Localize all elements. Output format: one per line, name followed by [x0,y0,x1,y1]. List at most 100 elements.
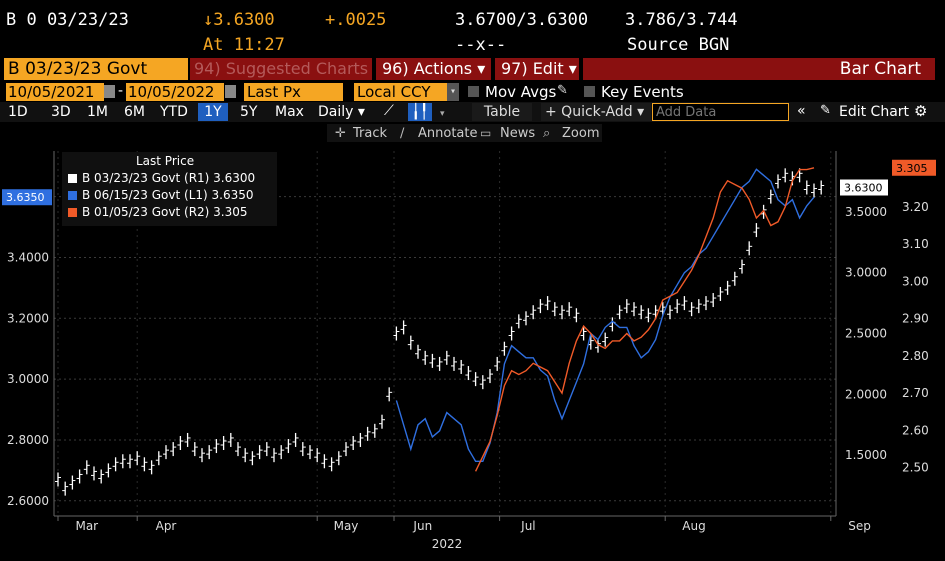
price-bar [465,366,472,381]
price-bar [62,481,69,496]
pencil-icon[interactable]: ✎ [820,103,831,118]
last-value-tag [840,179,888,196]
yield-values: 3.786/3.744 [625,10,738,30]
suggested-charts-button[interactable]: 94) Suggested Charts [190,58,372,80]
left-axis-tick-label: 2.6000 [7,494,49,508]
price-bar [148,460,155,475]
quote-size: --x-- [455,35,507,55]
x-axis-tick-label: Jul [520,519,535,533]
price-bar [292,432,299,447]
mid-axis-tick-label: 2.0000 [845,387,887,401]
price-bar [256,445,263,460]
price-bar [746,241,753,256]
price-bar [263,442,270,457]
menu-bar: B 03/23/23 Govt 94) Suggested Charts 96)… [0,58,945,80]
legend-entry-r1: B 03/23/23 Govt (R1) 3.6300 [82,171,256,185]
price-bar [530,305,537,320]
price-bar [299,442,306,457]
period-selector[interactable]: Daily ▾ [318,104,365,120]
right-axis-tick-label: 2.70 [902,386,929,400]
table-button[interactable]: Table [472,103,532,121]
range-button-1d[interactable]: 1D [8,104,28,120]
price-bar [436,356,443,371]
price-source: Source BGN [627,35,730,55]
price-bar [739,259,745,274]
price-bar [343,442,349,457]
price-chart[interactable]: 2.60002.80003.00003.20003.40003.60001.50… [0,145,945,561]
field-selector[interactable]: Last Px [244,83,343,101]
range-button-1m[interactable]: 1M [87,104,108,120]
price-bar [767,189,774,204]
x-axis: Mar Apr May Jun Jul Aug Sep 2022 [57,516,871,551]
gear-icon[interactable]: ⚙ [914,102,928,120]
bid-ask: 3.6700/3.6300 [455,10,589,30]
price-bar [105,463,112,478]
annotate-icon[interactable]: ∕ [400,126,405,141]
news-button[interactable]: News [500,126,536,141]
price-bar [551,302,558,317]
price-bar [487,369,493,384]
edit-menu[interactable]: 97) Edit ▾ [495,58,579,80]
price-bar [249,451,256,466]
price-bar [350,436,357,450]
zoom-button[interactable]: Zoom [562,126,600,141]
edit-chart-button[interactable]: Edit Chart [839,104,910,120]
end-date-field[interactable]: 10/05/2022 [126,83,224,101]
add-data-input[interactable] [652,103,789,121]
price-bar [386,387,393,402]
range-button-3d[interactable]: 3D [51,104,71,120]
price-bar [220,436,227,450]
range-button-ytd[interactable]: YTD [160,104,188,120]
legend-swatch-r2 [68,208,77,217]
price-bar [681,296,688,311]
price-bar [803,180,810,195]
price-bar [667,305,673,320]
chevron-down-icon[interactable]: ▾ [447,83,459,101]
last-value-label: 3.305 [896,162,928,175]
pencil-icon[interactable]: ✎ [557,83,568,98]
chart-axes: 2.60002.80003.00003.20003.40003.60001.50… [7,151,929,517]
line-chart-icon[interactable]: ⟋ [384,103,394,119]
range-button-max[interactable]: Max [275,104,304,120]
price-bar [451,356,457,371]
annotate-button[interactable]: Annotate [418,126,478,141]
x-axis-tick-label: Apr [156,519,177,533]
price-bar [285,439,292,454]
range-button-5y[interactable]: 5Y [240,104,258,120]
price-bar [559,305,565,320]
bar-chart-icon[interactable]: ╽╿ [408,103,432,121]
zoom-icon[interactable]: ⌕ [543,126,551,141]
start-date-field[interactable]: 10/05/2021 [6,83,104,101]
price-bar [119,454,126,469]
right-axis-tick-label: 2.60 [902,423,929,437]
price-bar [163,445,169,460]
price-bar [717,286,724,301]
range-button-1y[interactable]: 1Y [198,103,228,121]
price-bar [731,271,738,286]
calendar-icon[interactable] [104,85,115,98]
quick-add-button[interactable]: + Quick-Add ▾ [541,103,651,121]
range-button-6m[interactable]: 6M [124,104,145,120]
track-button[interactable]: Track [353,126,388,141]
crosshair-icon[interactable]: ✛ [335,126,346,141]
right-axis-tick-label: 2.90 [902,312,929,326]
news-icon[interactable]: ▭ [480,126,492,140]
price-bar [775,174,781,189]
collapse-icon[interactable]: « [797,103,806,119]
right-axis-tick-label: 3.10 [902,237,929,251]
mov-avgs-checkbox[interactable] [468,86,479,97]
price-bar [602,332,609,347]
currency-selector[interactable]: Local CCY [354,83,449,101]
price-bar [623,299,630,314]
calendar-icon[interactable] [225,85,236,98]
ticker-field[interactable]: B 03/23/23 Govt [4,58,188,80]
x-axis-tick-label: Sep [848,519,871,533]
key-events-checkbox[interactable] [584,86,595,97]
mid-axis-tick-label: 3.5000 [845,205,887,219]
chevron-down-icon[interactable]: ▾ [440,109,445,119]
actions-menu[interactable]: 96) Actions ▾ [376,58,491,80]
right-axis-tick-label: 3.00 [902,274,929,288]
price-bar [400,320,407,335]
last-value-label: 3.6300 [844,182,883,195]
x-axis-tick-label: Aug [682,519,705,533]
